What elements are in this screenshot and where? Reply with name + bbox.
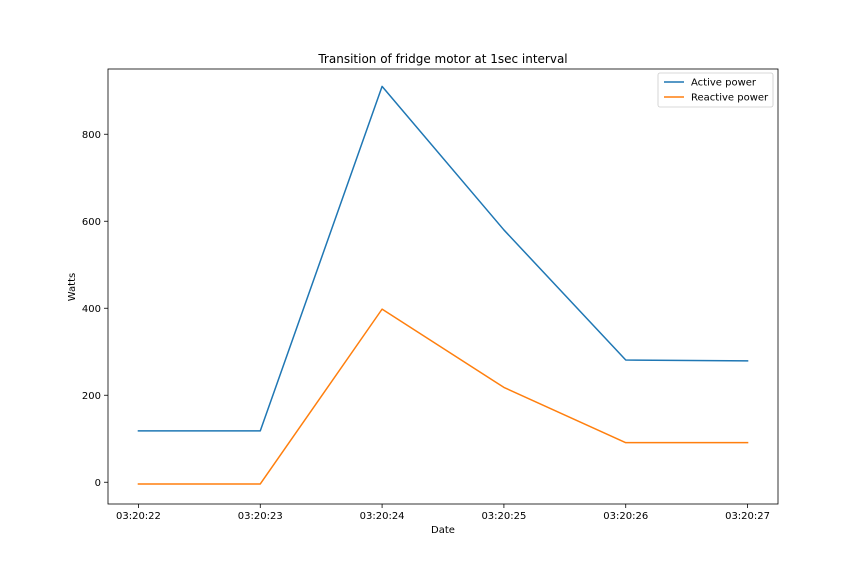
- y-tick-label: 600: [82, 217, 101, 228]
- x-tick-label: 03:20:25: [481, 511, 526, 522]
- y-tick-label: 400: [82, 304, 101, 315]
- x-tick-label: 03:20:27: [725, 511, 770, 522]
- chart-title: Transition of fridge motor at 1sec inter…: [317, 52, 567, 66]
- x-tick-label: 03:20:26: [603, 511, 648, 522]
- legend-label-active-power: Active power: [691, 78, 757, 89]
- plot-frame: [107, 68, 779, 505]
- y-axis: 0 200 400 600 800: [82, 130, 108, 489]
- x-tick-label: 03:20:24: [360, 511, 405, 522]
- series-line-reactive-power: [137, 308, 749, 485]
- legend: Active power Reactive power: [657, 72, 774, 108]
- series-lines: [137, 85, 749, 485]
- x-tick-label: 03:20:23: [238, 511, 283, 522]
- y-tick-label: 0: [95, 478, 101, 489]
- y-axis-label: Watts: [67, 273, 78, 301]
- plot-area: 03:20:22 03:20:23 03:20:24 03:20:25 03:20:26…: [82, 68, 779, 522]
- x-tick-label: 03:20:22: [116, 511, 161, 522]
- x-axis: 03:20:22 03:20:23 03:20:24 03:20:25 03:20:26…: [116, 504, 770, 522]
- legend-label-reactive-power: Reactive power: [691, 93, 769, 104]
- series-line-active-power: [137, 85, 749, 432]
- y-tick-label: 800: [82, 130, 101, 141]
- legend-box: [657, 72, 774, 108]
- y-tick-label: 200: [82, 391, 101, 402]
- x-axis-label: Date: [431, 525, 455, 536]
